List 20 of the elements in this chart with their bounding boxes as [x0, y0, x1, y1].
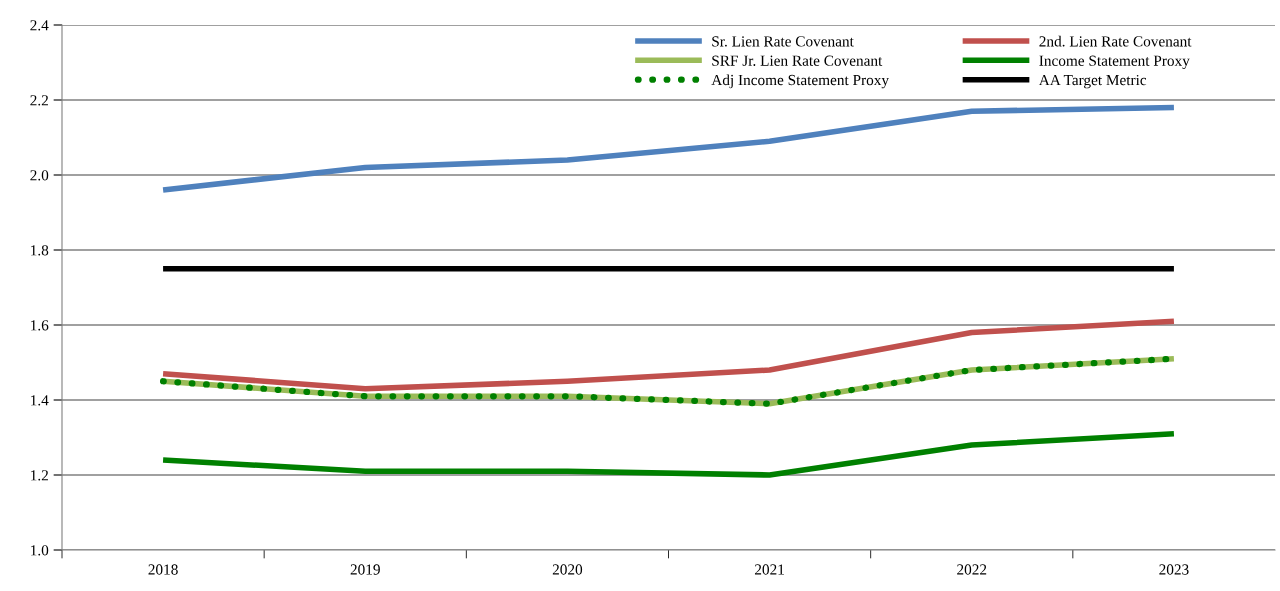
legend-label: 2nd. Lien Rate Covenant [1039, 35, 1192, 47]
y-tick-label: 2.4 [30, 20, 49, 31]
x-tick-label: 2019 [350, 564, 380, 575]
x-tick-label: 2020 [552, 564, 583, 575]
y-tick-label: 1.2 [31, 470, 48, 481]
legend-label: Adj Income Statement Proxy [711, 74, 889, 89]
x-tick-label: 2021 [754, 564, 784, 575]
y-tick-label: 1.0 [31, 545, 49, 556]
x-tick-label: 2022 [957, 564, 987, 575]
y-tick-label: 1.6 [31, 320, 49, 331]
legend-label: SRF Jr. Lien Rate Covenant [712, 55, 883, 66]
x-tick-label: 2018 [148, 564, 178, 575]
x-tick-label: 2023 [1159, 564, 1189, 575]
y-tick-label: 1.4 [31, 395, 49, 406]
legend-label: AA Target Metric [1038, 74, 1147, 89]
y-tick-label: 2.0 [30, 170, 49, 181]
y-tick-label: 2.2 [30, 95, 48, 106]
legend-label: Sr. Lien Rate Covenant [712, 36, 854, 47]
legend-label: Income Statement Proxy [1039, 55, 1190, 69]
y-tick-label: 1.8 [31, 245, 49, 256]
